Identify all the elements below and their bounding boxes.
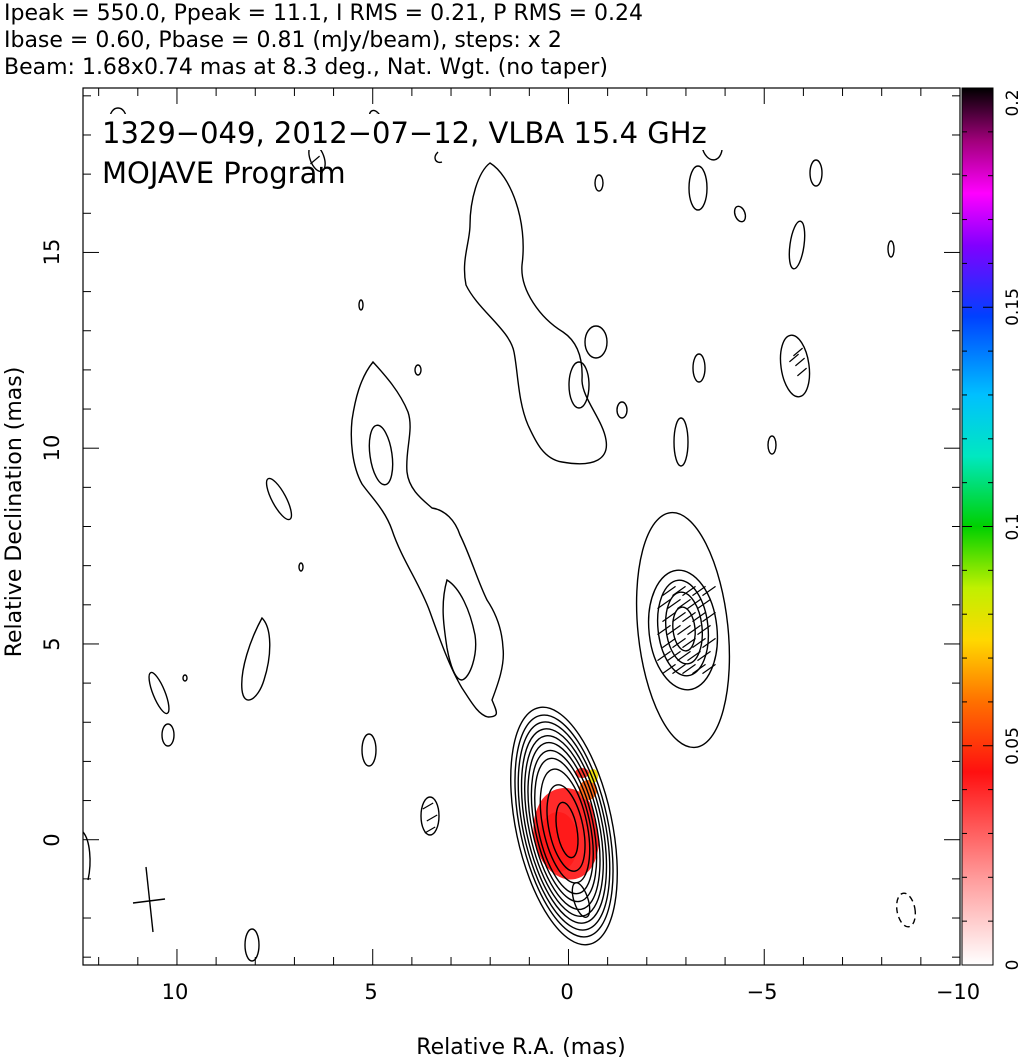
y-tick-label-10: 10 [40, 435, 64, 462]
evpa-stick [789, 353, 799, 363]
evpa-stick [662, 663, 676, 675]
evpa-stick [424, 826, 436, 834]
knot-contours [635, 511, 731, 749]
evpa-stick [692, 611, 706, 623]
evpa-stick [426, 814, 438, 822]
evpa-stick [692, 585, 706, 597]
evpa-stick [793, 347, 803, 357]
evpa-stick [682, 637, 696, 649]
evpa-stick [702, 637, 716, 649]
header-line-1: Ipeak = 550.0, Ppeak = 11.1, I RMS = 0.2… [4, 1, 643, 26]
x-tick-label-5: 5 [364, 980, 377, 1004]
evpa-stick [697, 598, 711, 610]
y-tick-label-0: 0 [40, 833, 64, 846]
evpa-stick [672, 611, 686, 623]
evpa-stick [692, 663, 706, 675]
jet-contours [350, 162, 608, 718]
evpa-stick [657, 598, 671, 610]
x-tick-label-m10: −10 [936, 980, 980, 1004]
polarization-colour-image [533, 768, 599, 880]
evpa-stick [697, 650, 711, 662]
beam-indicator [132, 866, 166, 933]
evpa-stick [662, 585, 676, 597]
evpa-stick [677, 624, 691, 636]
colorbar-label-02: 0.2 [1003, 89, 1022, 116]
plot-frame [82, 87, 961, 966]
evpa-stick [657, 650, 671, 662]
noise-contours [82, 107, 917, 962]
evpa-vectors [310, 113, 807, 834]
axis-ticks [83, 88, 961, 965]
evpa-stick [795, 357, 805, 367]
evpa-stick [422, 802, 434, 810]
evpa-stick [662, 637, 676, 649]
colorbar-ticks [962, 87, 993, 966]
evpa-stick [677, 598, 691, 610]
x-tick-labels: 10 5 0 −5 −10 [162, 980, 981, 1004]
evpa-stick [697, 624, 711, 636]
y-tick-labels: 0 5 10 15 [40, 239, 64, 847]
y-axis-label: Relative Declination (mas) [2, 367, 27, 658]
y-tick-label-5: 5 [40, 637, 64, 650]
evpa-stick [677, 650, 691, 662]
colorbar-label-015: 0.15 [1003, 288, 1022, 326]
x-axis-label: Relative R.A. (mas) [416, 1035, 625, 1060]
colorbar-label-0: 0 [1003, 960, 1022, 971]
x-tick-label-10: 10 [162, 980, 189, 1004]
y-tick-label-15: 15 [40, 239, 64, 266]
evpa-stick [667, 598, 681, 610]
evpa-stick [667, 650, 681, 662]
title-backdrop [98, 114, 834, 150]
evpa-stick [797, 367, 807, 377]
header-line-2: Ibase = 0.60, Pbase = 0.81 (mJy/beam), s… [4, 28, 562, 53]
colorbar-label-01: 0.1 [1003, 513, 1022, 540]
evpa-stick [692, 637, 706, 649]
evpa-stick [702, 585, 716, 597]
x-tick-label-0: 0 [560, 980, 573, 1004]
evpa-stick [687, 598, 701, 610]
evpa-stick [682, 611, 696, 623]
evpa-stick [662, 611, 676, 623]
evpa-stick [702, 611, 716, 623]
evpa-stick [687, 650, 701, 662]
evpa-stick [672, 637, 686, 649]
evpa-stick [672, 663, 686, 675]
chart-subtitle: MOJAVE Program [102, 156, 346, 190]
evpa-stick [672, 585, 686, 597]
evpa-stick [667, 624, 681, 636]
x-tick-label-m5: −5 [747, 980, 778, 1004]
evpa-stick [687, 624, 701, 636]
evpa-stick [702, 663, 716, 675]
evpa-stick [682, 663, 696, 675]
colorbar-label-005: 0.05 [1003, 727, 1022, 765]
evpa-stick [682, 585, 696, 597]
header-line-3: Beam: 1.68x0.74 mas at 8.3 deg., Nat. Wg… [4, 55, 608, 80]
evpa-stick [657, 624, 671, 636]
colorbar-labels: 0 0.05 0.1 0.15 0.2 [1003, 89, 1022, 970]
chart-title: 1329−049, 2012−07−12, VLBA 15.4 GHz [102, 116, 707, 150]
